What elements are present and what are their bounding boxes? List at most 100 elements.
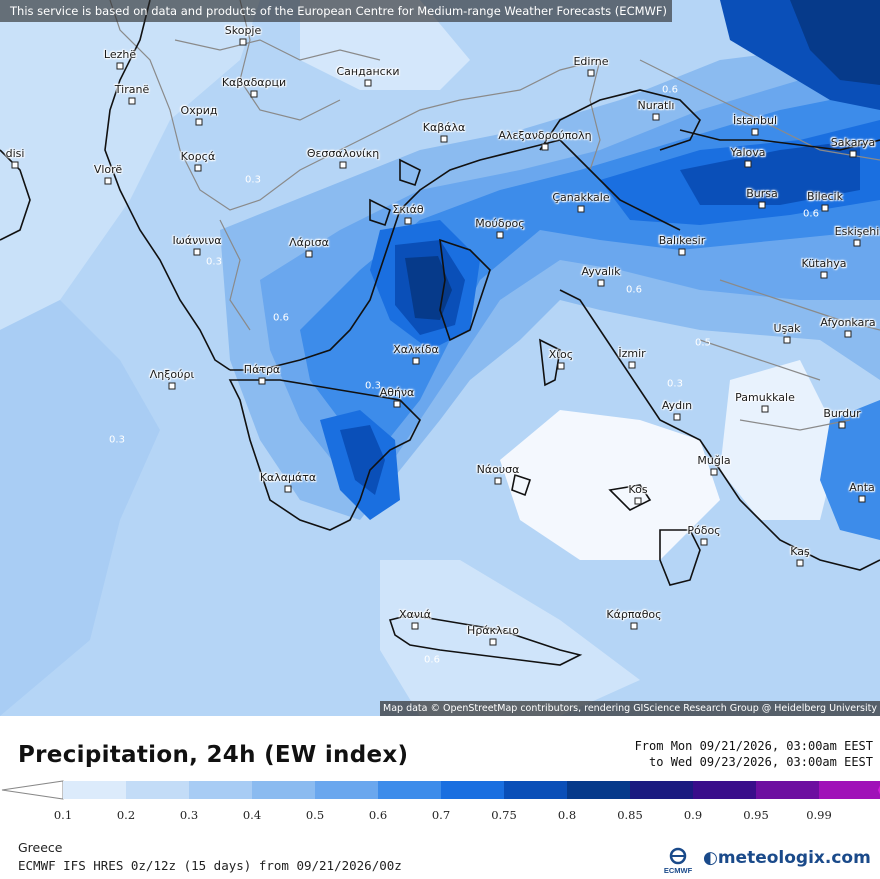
- city-marker: [844, 330, 852, 338]
- city-marker: [239, 38, 247, 46]
- precip-band-0.75-peloponnese: [340, 425, 385, 495]
- city-marker: [411, 622, 419, 630]
- city-label: İstanbul: [732, 114, 778, 127]
- city-label: Edirne: [573, 55, 609, 68]
- city-marker: [678, 248, 686, 256]
- city-label: Kos: [628, 483, 648, 496]
- city-label: Vlorë: [93, 163, 123, 176]
- city-marker: [364, 79, 372, 87]
- ecmwf-logo-icon: [669, 847, 687, 865]
- scale-arrow-low: [1, 780, 64, 800]
- city-marker: [821, 204, 829, 212]
- city-marker: [393, 400, 401, 408]
- city-marker: [305, 250, 313, 258]
- isoline-value-label: 0.3: [365, 380, 381, 392]
- scale-tick-label: 0.2: [116, 808, 136, 822]
- city-label: Πάτρα: [243, 363, 281, 376]
- isoline-value-label: 0.6: [273, 312, 289, 324]
- scale-tick-label: 0.99: [806, 808, 832, 822]
- isoline-value-label: 0.6: [662, 84, 678, 96]
- city-label: Nuratlı: [637, 99, 675, 112]
- city-marker: [673, 413, 681, 421]
- city-marker: [104, 177, 112, 185]
- city-marker: [634, 497, 642, 505]
- city-label: Καλαμάτα: [259, 471, 317, 484]
- city-label: Skopje: [224, 24, 262, 37]
- precip-band-0.75-east: [680, 140, 860, 205]
- scale-swatch: [252, 781, 315, 799]
- scale-tick-label: 0.3: [179, 808, 199, 822]
- isoline-value-label: 0.3: [206, 256, 222, 268]
- scale-swatch: [756, 781, 819, 799]
- precipitation-map[interactable]: This service is based on data and produc…: [0, 0, 880, 716]
- city-marker: [412, 357, 420, 365]
- city-label: Tiranë: [114, 83, 150, 96]
- meteologix-brand[interactable]: ◐meteologix.com: [703, 848, 871, 868]
- isoline-value-label: 0.3: [245, 174, 261, 186]
- scale-tick-label: 0.5: [305, 808, 325, 822]
- city-label: Kaş: [790, 545, 810, 558]
- city-marker: [250, 90, 258, 98]
- precip-band-0.6-se: [820, 400, 880, 540]
- city-label: Χανιά: [399, 608, 431, 621]
- city-label: Kütahya: [801, 257, 847, 270]
- date-to: to Wed 09/23/2026, 03:00am EEST: [649, 755, 873, 769]
- map-attribution[interactable]: Map data © OpenStreetMap contributors, r…: [380, 701, 880, 716]
- city-marker: [751, 128, 759, 136]
- precip-band-0.2: [0, 0, 260, 330]
- city-marker: [284, 485, 292, 493]
- scale-tick-label: 0.8: [557, 808, 577, 822]
- scale-tick-label: 0.6: [368, 808, 388, 822]
- city-label: Muğla: [697, 454, 731, 467]
- city-marker: [404, 217, 412, 225]
- city-marker: [761, 405, 769, 413]
- city-marker: [630, 622, 638, 630]
- city-marker: [128, 97, 136, 105]
- city-label: Λάρισα: [289, 236, 329, 249]
- city-marker: [838, 421, 846, 429]
- ecmwf-logo[interactable]: ECMWF: [658, 846, 698, 876]
- city-marker: [116, 62, 124, 70]
- city-label: Χαλκίδα: [393, 343, 439, 356]
- city-label: Νάουσα: [476, 463, 520, 476]
- city-label: Bilecik: [807, 190, 843, 203]
- city-marker: [440, 135, 448, 143]
- city-label: Eskişehi: [834, 225, 880, 238]
- precip-band-low-aegean: [500, 410, 720, 560]
- map-title: Precipitation, 24h (EW index): [18, 742, 409, 768]
- scale-swatch: [441, 781, 504, 799]
- city-marker: [758, 201, 766, 209]
- precip-band-north: [300, 0, 470, 90]
- isoline-value-label: 0.6: [626, 284, 642, 296]
- city-label: Σκιάθ: [392, 203, 424, 216]
- city-marker: [587, 69, 595, 77]
- city-marker: [783, 336, 791, 344]
- map-canvas: [0, 0, 880, 716]
- scale-swatch: [126, 781, 189, 799]
- isoline-value-label: 0.6: [803, 208, 819, 220]
- city-marker: [258, 377, 266, 385]
- city-label: Охрид: [180, 104, 218, 117]
- scale-swatch: [315, 781, 378, 799]
- region-name: Greece: [18, 840, 63, 855]
- city-label: Ιωάννινα: [172, 234, 222, 247]
- city-marker: [577, 205, 585, 213]
- city-marker: [796, 559, 804, 567]
- meteologix-icon: ◐: [703, 848, 718, 868]
- isoline-value-label: 0.6: [424, 654, 440, 666]
- scale-tick-label: 0.7: [431, 808, 451, 822]
- city-label: Afyonkara: [820, 316, 876, 329]
- city-marker: [494, 477, 502, 485]
- city-label: Ληξούρι: [149, 368, 195, 381]
- city-label: Αλεξανδρούπολη: [498, 129, 592, 142]
- city-marker: [496, 231, 504, 239]
- country-borders: [109, 0, 880, 431]
- scale-swatch: [504, 781, 567, 799]
- scale-tick-label: 0.9: [683, 808, 703, 822]
- city-label: Ηράκλειο: [467, 624, 519, 637]
- city-label: Pamukkale: [735, 391, 795, 404]
- city-marker: [541, 143, 549, 151]
- isoline-value-label: 0.3: [667, 378, 683, 390]
- city-marker: [195, 118, 203, 126]
- model-info: ECMWF IFS HRES 0z/12z (15 days) from 09/…: [18, 858, 402, 873]
